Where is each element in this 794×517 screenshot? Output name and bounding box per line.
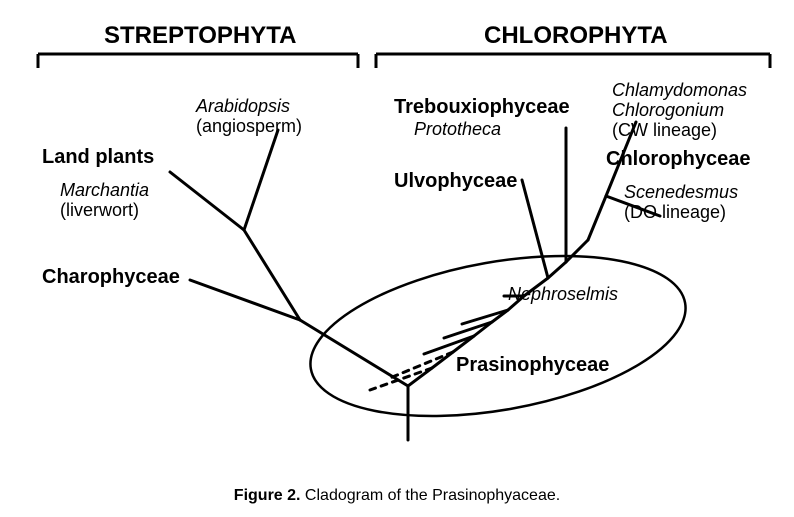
label-do-lineage: (DO lineage) xyxy=(624,202,726,223)
label-land-plants: Land plants xyxy=(42,146,154,169)
bracket-left xyxy=(38,54,358,68)
label-nephroselmis: Nephroselmis xyxy=(508,284,618,305)
label-angiosperm: (angiosperm) xyxy=(196,116,302,137)
label-arabidopsis: Arabidopsis xyxy=(196,96,290,117)
label-chlorophyceae: Chlorophyceae xyxy=(606,148,750,171)
figure-caption-label: Figure 2. xyxy=(234,487,301,504)
label-prasinophyceae: Prasinophyceae xyxy=(456,354,609,377)
cladogram-svg xyxy=(0,0,794,517)
bracket-right xyxy=(376,54,770,68)
figure-caption: Figure 2. Cladogram of the Prasinophyace… xyxy=(0,487,794,505)
cladogram-figure: { "figure": { "caption_label": "Figure 2… xyxy=(0,0,794,517)
label-trebouxiophyceae: Trebouxiophyceae xyxy=(394,96,570,119)
label-prototheca: Prototheca xyxy=(414,119,501,140)
label-charophyceae: Charophyceae xyxy=(42,266,180,289)
label-chlorogonium: Chlorogonium xyxy=(612,100,724,121)
header-streptophyta: STREPTOPHYTA xyxy=(104,22,296,50)
label-scenedesmus: Scenedesmus xyxy=(624,182,738,203)
label-liverwort: (liverwort) xyxy=(60,200,139,221)
header-chlorophyta: CHLOROPHYTA xyxy=(484,22,668,50)
prasinophyceae-ellipse xyxy=(298,230,698,442)
label-chlamydomonas: Chlamydomonas xyxy=(612,80,747,101)
label-marchantia: Marchantia xyxy=(60,180,149,201)
label-ulvophyceae: Ulvophyceae xyxy=(394,170,517,193)
label-cw-lineage: (CW lineage) xyxy=(612,120,717,141)
figure-caption-text: Cladogram of the Prasinophyaceae. xyxy=(300,487,560,504)
